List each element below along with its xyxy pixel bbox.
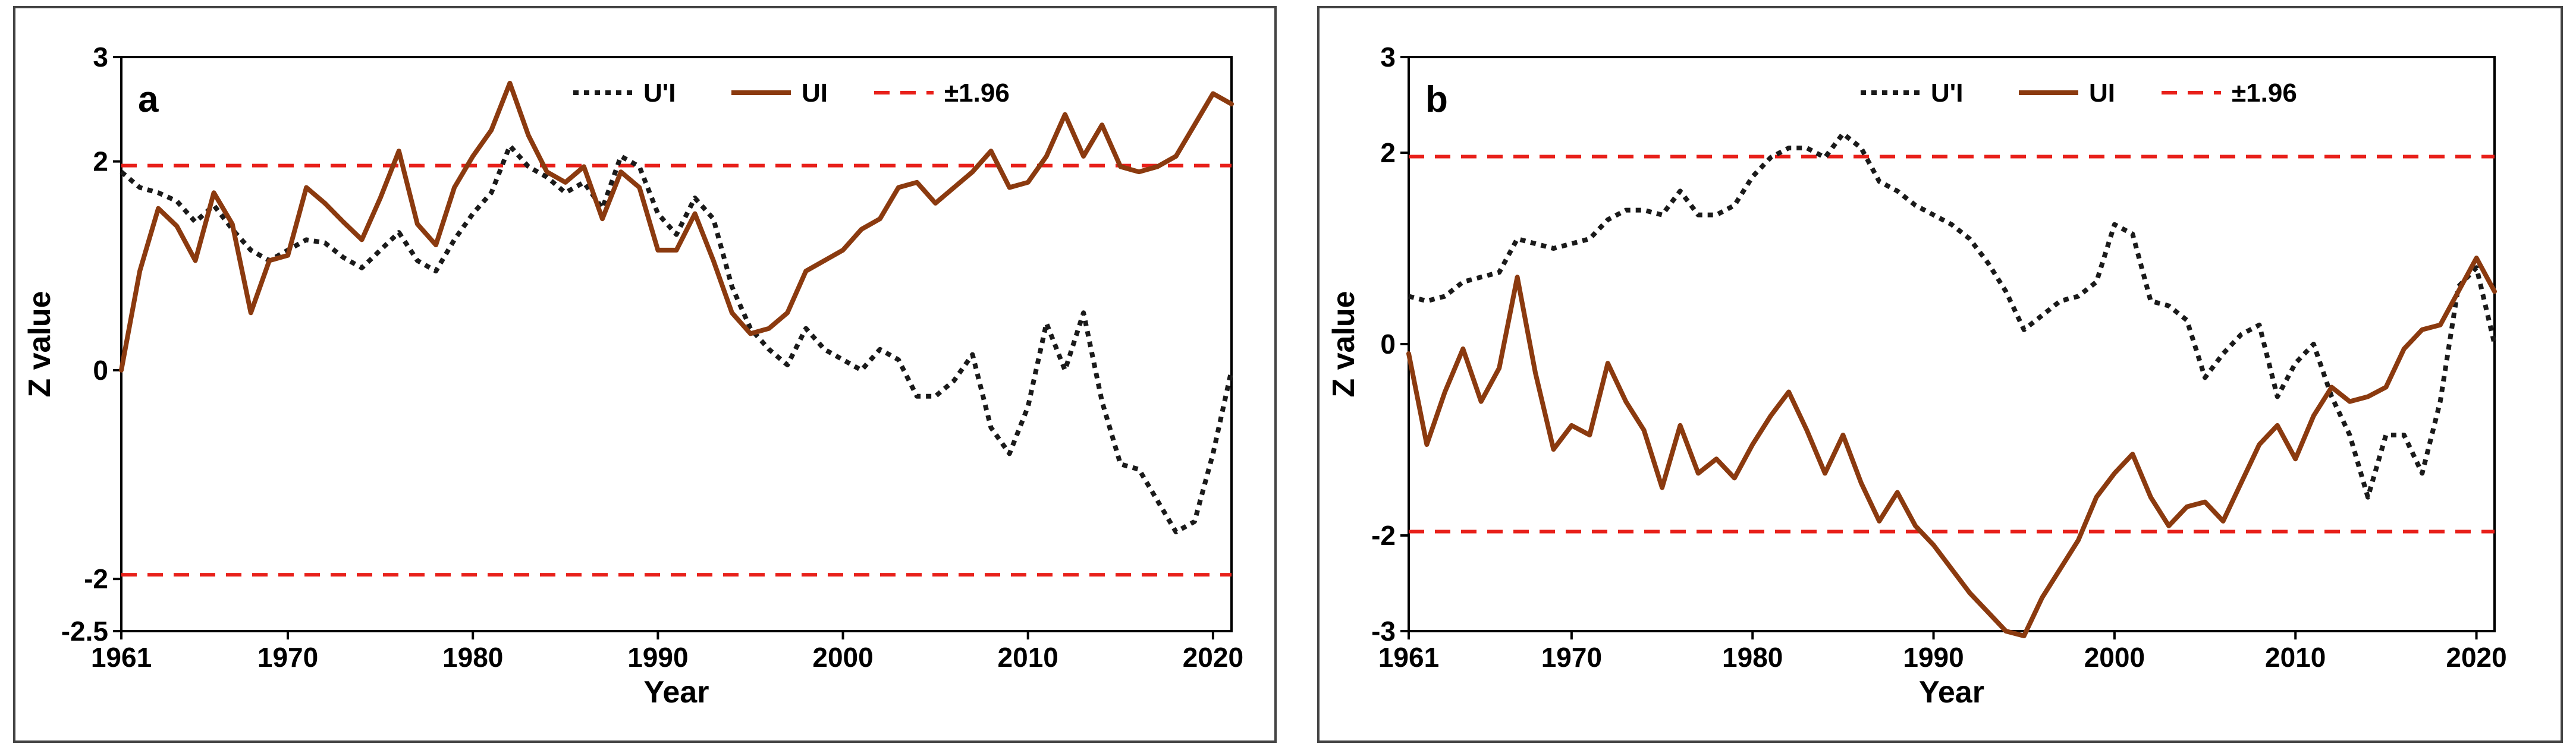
x-tick-label: 1980	[442, 642, 503, 673]
legend-label: U'I	[643, 78, 676, 108]
legend-label: UI	[802, 78, 828, 108]
y-tick-label: 3	[1380, 42, 1396, 73]
chart-a-svg: -2.5 -2 0 2 3 1961 1970 1980 1990 2000 2010 2020 Yea…	[23, 42, 1243, 710]
y-tick-label: 0	[1380, 329, 1396, 360]
series-line-ui	[1406, 256, 2497, 638]
chart-panel-a: -2.5 -2 0 2 3 1961 1970 1980 1990 2000 2010 2020 Yea…	[13, 6, 1277, 743]
y-axis-title: Z value	[1327, 291, 1361, 397]
y-tick-label: -2	[84, 563, 108, 594]
plot-frame	[120, 56, 1233, 632]
series-line-ui	[119, 80, 1234, 373]
y-tick-label: 0	[93, 355, 108, 386]
y-tick-label: -2.5	[61, 616, 108, 647]
panel-label: a	[138, 79, 159, 120]
panel-label: b	[1425, 79, 1448, 120]
x-tick-label: 1961	[1378, 642, 1439, 673]
x-tick-label: 2020	[2446, 642, 2506, 673]
y-tick-label: -3	[1371, 616, 1396, 647]
x-tick-label: 1990	[1903, 642, 1964, 673]
x-axis-title: Year	[1919, 675, 1984, 710]
x-tick-label: 1970	[1541, 642, 1602, 673]
chart-b-svg: -3 -2 0 2 3 1961 1970 1980 1990 2000 2010 2020 Year Z…	[1327, 42, 2507, 710]
x-tick-label: 2000	[2084, 642, 2145, 673]
x-tick-label: 2010	[998, 642, 1058, 673]
plot-frame	[1408, 56, 2496, 632]
series-line-u-prime-i	[1408, 131, 2497, 500]
chart-panel-b: -3 -2 0 2 3 1961 1970 1980 1990 2000 2010 2020 Year Z…	[1317, 6, 2563, 743]
x-tick-label: 1970	[257, 642, 318, 673]
y-axis-title: Z value	[23, 291, 57, 397]
x-axis-title: Year	[644, 675, 709, 710]
legend-label: ±1.96	[944, 78, 1010, 108]
x-tick-label: 1961	[91, 642, 152, 673]
y-tick-label: 2	[1380, 137, 1396, 168]
legend-label: ±1.96	[2232, 78, 2297, 108]
legend-label: UI	[2089, 78, 2115, 108]
x-tick-label: 2010	[2265, 642, 2326, 673]
x-tick-label: 1990	[627, 642, 688, 673]
x-tick-label: 2000	[812, 642, 873, 673]
y-tick-label: 2	[93, 146, 108, 177]
series-line-u-prime-i	[120, 143, 1234, 535]
y-tick-label: -2	[1371, 520, 1396, 551]
legend-label: U'I	[1931, 78, 1963, 108]
x-tick-label: 1980	[1722, 642, 1783, 673]
y-tick-label: 3	[93, 42, 108, 73]
x-tick-label: 2020	[1183, 642, 1243, 673]
